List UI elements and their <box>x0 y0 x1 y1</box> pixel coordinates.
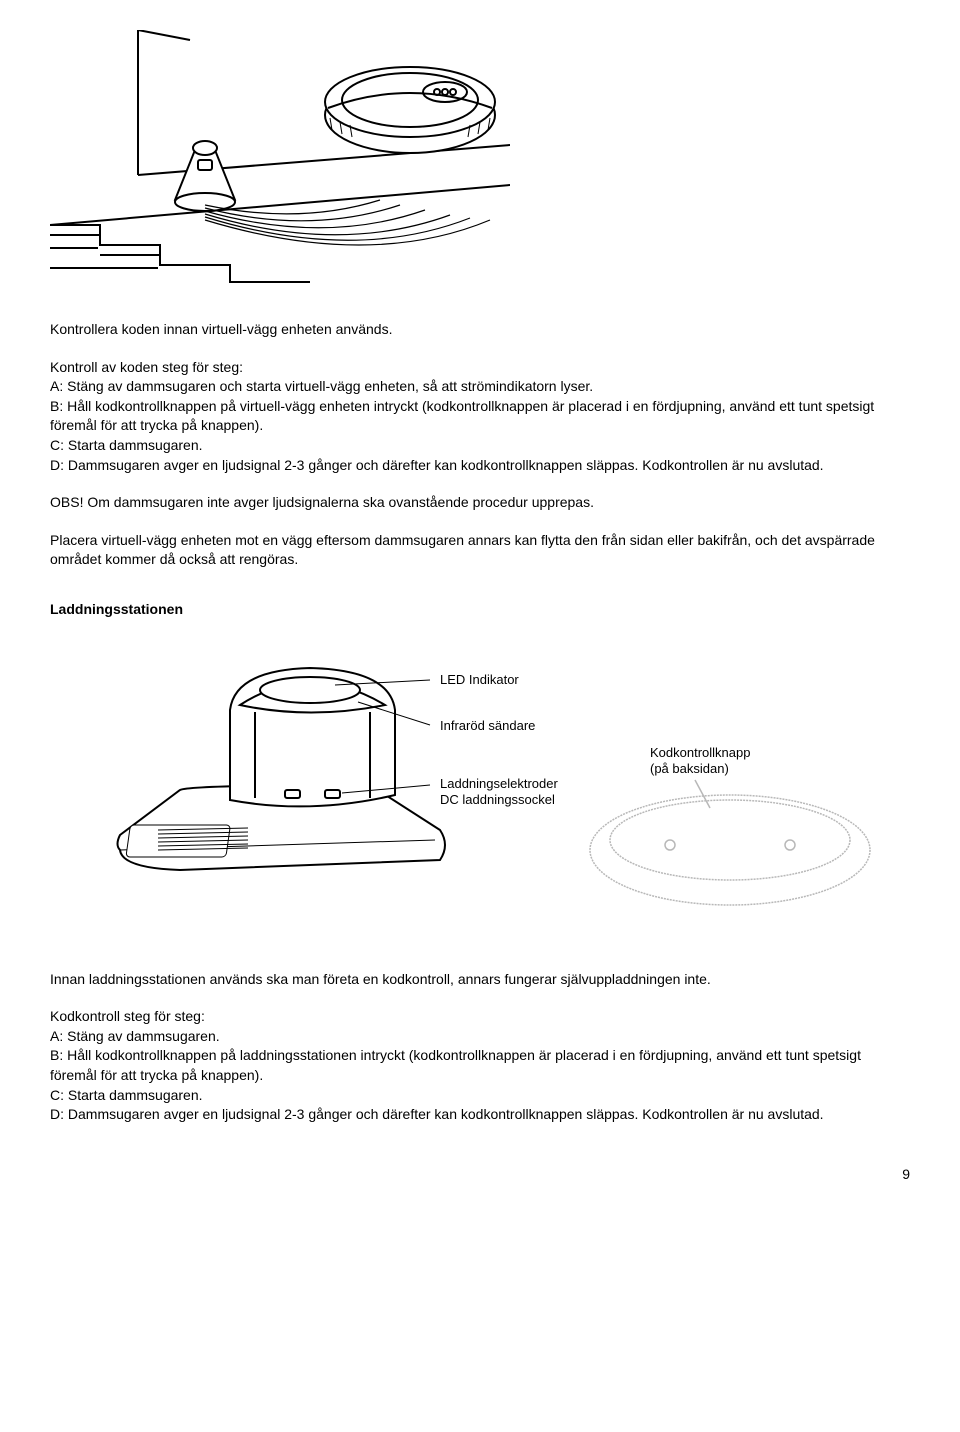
placement-text: Placera virtuell-vägg enheten mot en väg… <box>50 531 910 570</box>
section1-title: Kontrollera koden innan virtuell-vägg en… <box>50 320 910 340</box>
label-codebutton: Kodkontrollknapp (på baksidan) <box>650 745 750 779</box>
obs-text: OBS! Om dammsugaren inte avger ljudsigna… <box>50 493 910 513</box>
section3-steps: Kodkontroll steg för steg: A: Stäng av d… <box>50 1007 910 1125</box>
section3-step-a: A: Stäng av dammsugaren. <box>50 1027 910 1047</box>
charging-station-diagram: LED Indikator Infraröd sändare Laddnings… <box>110 650 910 930</box>
section3-intro-block: Innan laddningsstationen används ska man… <box>50 970 910 990</box>
section3-intro: Innan laddningsstationen används ska man… <box>50 970 910 990</box>
section1-title-block: Kontrollera koden innan virtuell-vägg en… <box>50 320 910 340</box>
section1-step-b: B: Håll kodkontrollknappen på virtuell-v… <box>50 397 910 436</box>
label-led: LED Indikator <box>440 672 519 689</box>
section1-steps: Kontroll av koden steg för steg: A: Stän… <box>50 358 910 476</box>
section3-steps-title: Kodkontroll steg för steg: <box>50 1007 910 1027</box>
label-ir: Infraröd sändare <box>440 718 535 735</box>
section3-step-d: D: Dammsugaren avger en ljudsignal 2-3 g… <box>50 1105 910 1125</box>
section1-step-a: A: Stäng av dammsugaren och starta virtu… <box>50 377 910 397</box>
section1-intro: Kontroll av koden steg för steg: <box>50 358 910 378</box>
section3-step-c: C: Starta dammsugaren. <box>50 1086 910 1106</box>
charging-station-heading: Laddningsstationen <box>50 600 910 620</box>
page-number: 9 <box>50 1165 910 1185</box>
section1-step-c: C: Starta dammsugaren. <box>50 436 910 456</box>
section3-step-b: B: Håll kodkontrollknappen på laddningss… <box>50 1046 910 1085</box>
label-electrodes: Laddningselektroder DC laddningssockel <box>440 776 558 810</box>
section1-placement: Placera virtuell-vägg enheten mot en väg… <box>50 531 910 570</box>
section1-obs: OBS! Om dammsugaren inte avger ljudsigna… <box>50 493 910 513</box>
virtual-wall-illustration <box>50 30 510 290</box>
section1-step-d: D: Dammsugaren avger en ljudsignal 2-3 g… <box>50 456 910 476</box>
